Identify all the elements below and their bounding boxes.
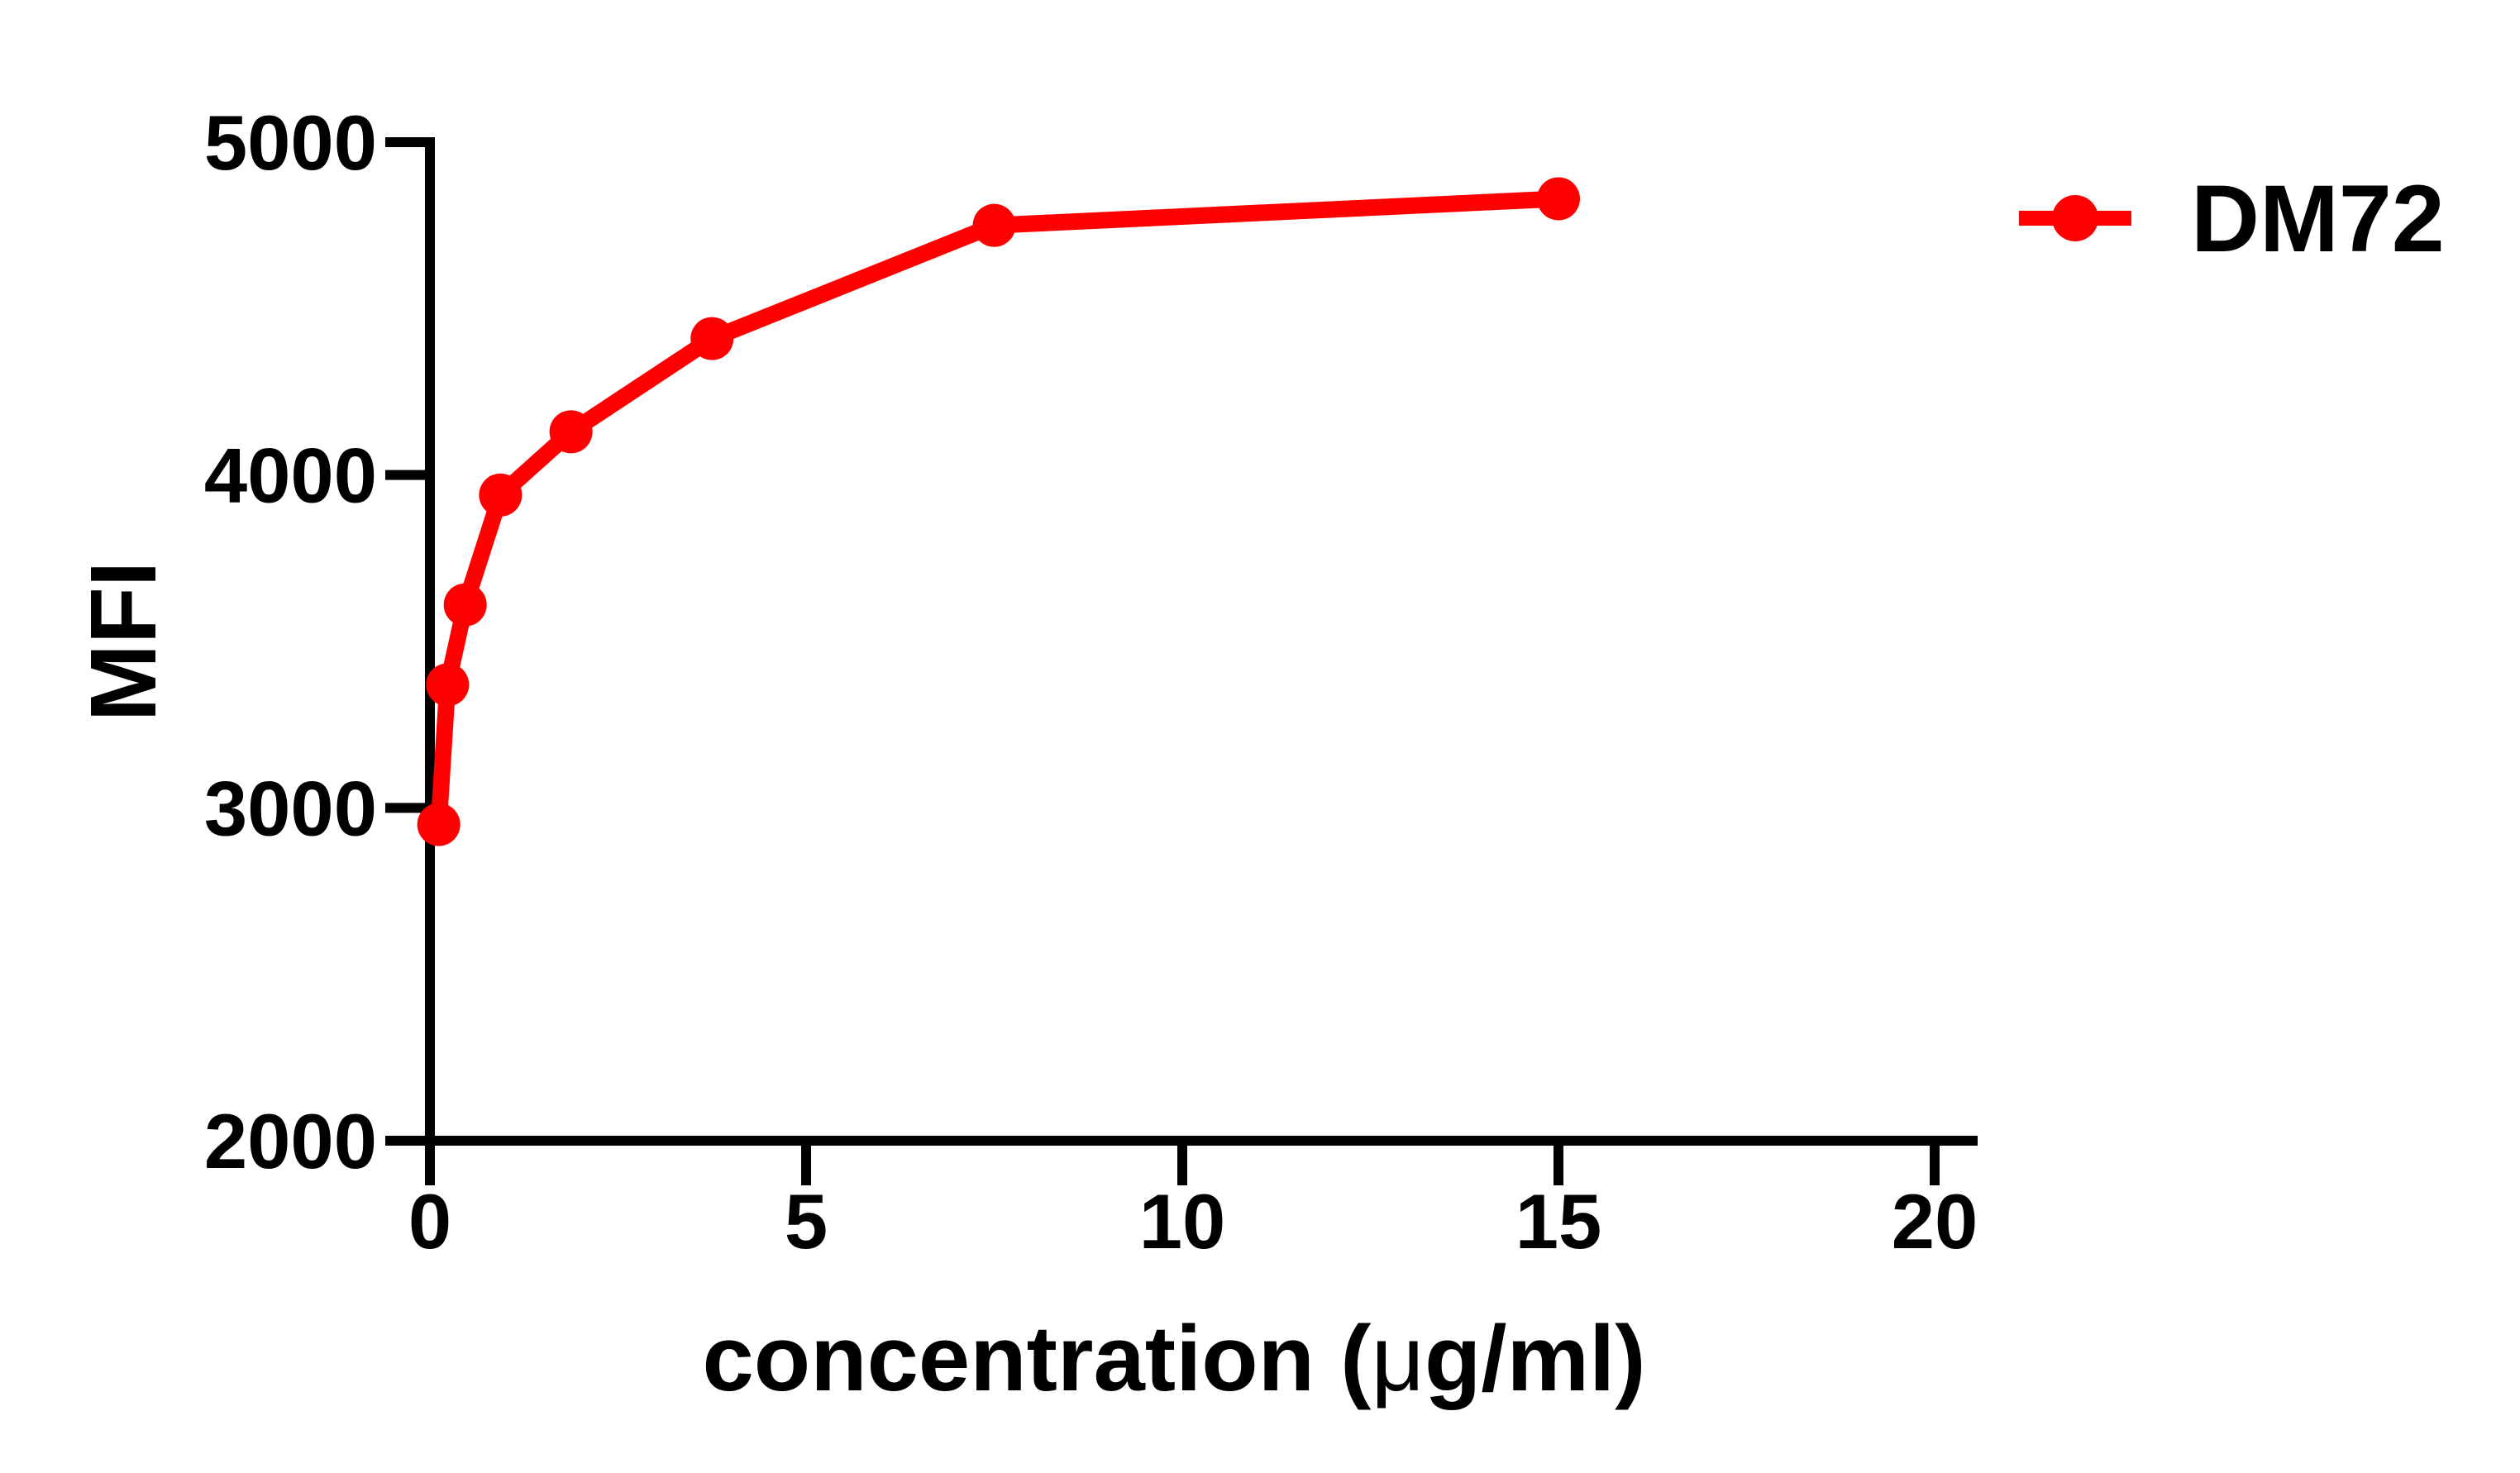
x-tick-label: 20 xyxy=(1892,1178,1978,1265)
x-axis-label: concentration (μg/ml) xyxy=(703,1307,1646,1410)
x-axis-ticks xyxy=(425,1141,1940,1185)
y-tick-label: 5000 xyxy=(204,99,377,186)
y-tick-label: 2000 xyxy=(204,1098,377,1185)
legend-label-dm72: DM72 xyxy=(2191,166,2445,272)
x-axis-label-suffix: g/ml) xyxy=(1425,1307,1646,1410)
legend: DM72 xyxy=(2019,166,2445,272)
data-point-marker xyxy=(417,803,461,846)
x-tick-label: 0 xyxy=(408,1178,451,1265)
data-point-marker xyxy=(443,583,487,627)
y-tick-label: 4000 xyxy=(204,432,377,519)
data-point-marker xyxy=(972,203,1016,247)
x-axis-label-mu: μ xyxy=(1371,1307,1425,1410)
data-point-marker xyxy=(426,663,470,707)
y-axis-label: MFI xyxy=(71,561,175,722)
x-axis-label-prefix: concentration ( xyxy=(703,1307,1372,1410)
legend-marker xyxy=(2052,195,2098,241)
x-tick-label: 15 xyxy=(1515,1178,1602,1265)
series-dm72 xyxy=(417,177,1580,846)
data-point-marker xyxy=(1537,177,1580,221)
data-point-marker xyxy=(549,410,593,454)
y-axis-tick-labels: 2000 3000 4000 5000 xyxy=(204,99,377,1185)
x-axis-tick-labels: 0 5 10 15 20 xyxy=(408,1178,1978,1265)
y-tick-label: 3000 xyxy=(204,765,377,851)
y-axis-ticks xyxy=(385,137,430,1146)
x-tick-label: 5 xyxy=(785,1178,828,1265)
x-tick-label: 10 xyxy=(1139,1178,1226,1265)
axis-lines xyxy=(425,137,1978,1146)
data-point-marker xyxy=(690,317,734,360)
series-line xyxy=(430,190,1559,826)
data-point-marker xyxy=(479,473,523,517)
